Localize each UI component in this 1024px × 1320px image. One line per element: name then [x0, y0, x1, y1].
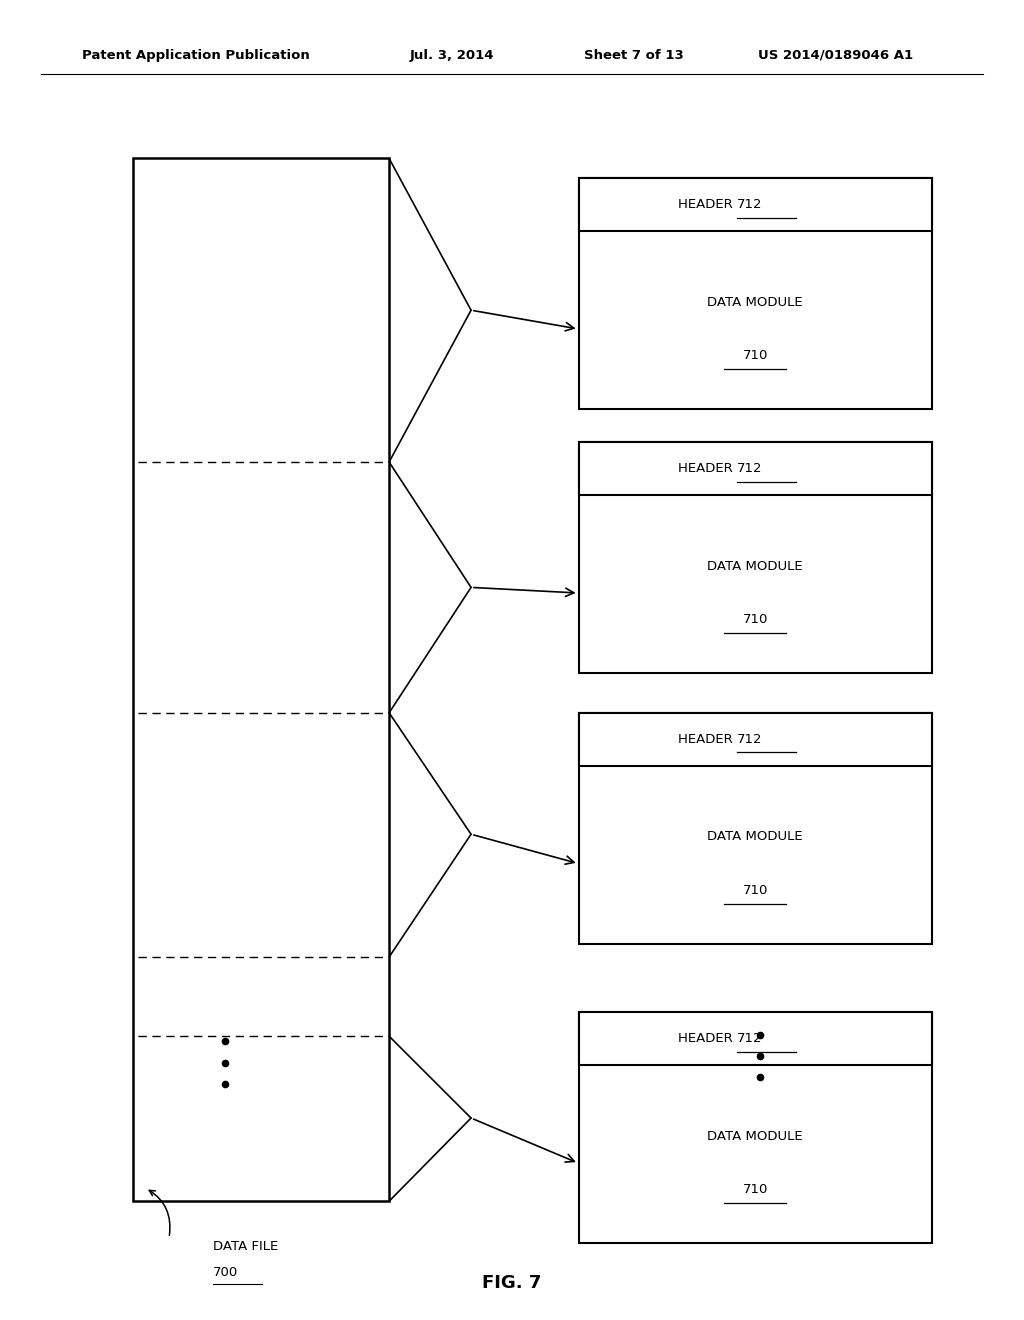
Text: HEADER: HEADER	[678, 198, 736, 211]
Text: HEADER: HEADER	[678, 733, 736, 746]
Bar	[579, 1012, 932, 1065]
Text: FIG. 7: FIG. 7	[482, 1274, 542, 1292]
Bar	[133, 158, 389, 1201]
Text: DATA MODULE: DATA MODULE	[708, 296, 803, 309]
Text: 710: 710	[742, 614, 768, 626]
Text: 712: 712	[736, 462, 762, 475]
Text: DATA MODULE: DATA MODULE	[708, 1130, 803, 1143]
Text: 710: 710	[742, 1184, 768, 1196]
Bar	[579, 442, 932, 495]
Text: HEADER: HEADER	[678, 462, 736, 475]
Text: Sheet 7 of 13: Sheet 7 of 13	[584, 49, 683, 62]
Text: Patent Application Publication: Patent Application Publication	[82, 49, 309, 62]
Bar	[579, 442, 932, 673]
Text: HEADER: HEADER	[678, 1032, 736, 1045]
Bar	[579, 1012, 932, 1243]
Bar	[579, 713, 932, 944]
Text: 710: 710	[742, 884, 768, 896]
Text: DATA MODULE: DATA MODULE	[708, 830, 803, 843]
Text: DATA MODULE: DATA MODULE	[708, 560, 803, 573]
Text: 700: 700	[213, 1266, 239, 1279]
Text: DATA FILE: DATA FILE	[213, 1239, 279, 1253]
Text: Jul. 3, 2014: Jul. 3, 2014	[410, 49, 495, 62]
Text: 712: 712	[736, 198, 762, 211]
Bar	[579, 178, 932, 231]
Text: US 2014/0189046 A1: US 2014/0189046 A1	[758, 49, 912, 62]
Bar	[579, 178, 932, 409]
Text: 710: 710	[742, 350, 768, 362]
Text: 712: 712	[736, 733, 762, 746]
Bar	[579, 713, 932, 766]
Text: 712: 712	[736, 1032, 762, 1045]
